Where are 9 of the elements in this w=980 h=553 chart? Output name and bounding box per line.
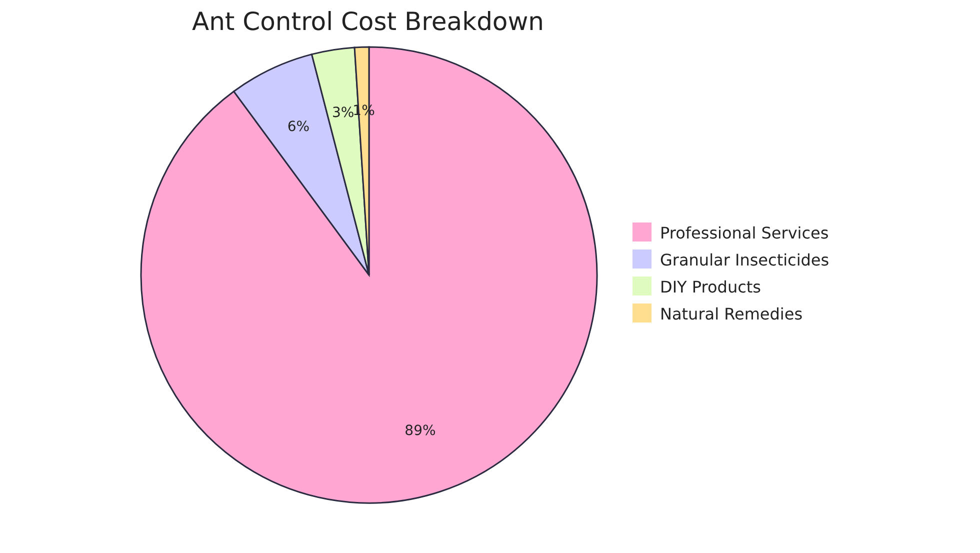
chart-title: Ant Control Cost Breakdown [192, 7, 544, 36]
legend-label: Natural Remedies [660, 304, 803, 324]
data-label: 89% [404, 422, 436, 439]
legend-label: DIY Products [660, 278, 761, 296]
legend-label: Granular Insecticides [660, 250, 830, 270]
data-label: 6% [287, 118, 310, 135]
data-label: 3% [332, 104, 354, 121]
legend-label: Professional Services [660, 224, 829, 242]
pie-slice [140, 46, 598, 504]
